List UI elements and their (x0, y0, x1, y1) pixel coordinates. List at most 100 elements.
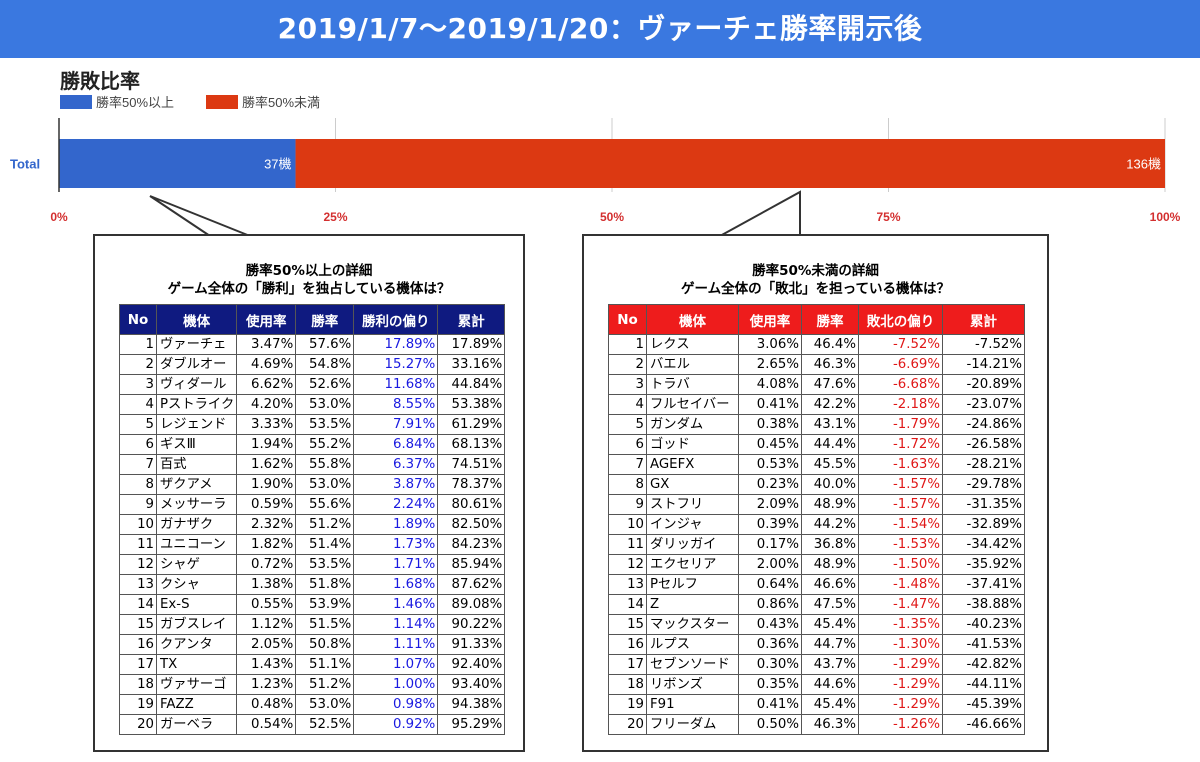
right-table-cell: -23.07% (942, 394, 1025, 415)
left-table-cell: 53.9% (295, 594, 355, 615)
right-table-cell: -1.57% (858, 474, 943, 495)
table-row: 7 百式 1.62% 55.8% 6.37% 74.51% (119, 454, 506, 475)
right-table-cell: 0.50% (738, 714, 802, 735)
table-row: 4 Pストライク 4.20% 53.0% 8.55% 53.38% (119, 394, 506, 415)
table-row: 16 クアンタ 2.05% 50.8% 1.11% 91.33% (119, 634, 506, 655)
left-table-cell: 80.61% (437, 494, 506, 515)
right-table-cell: -2.18% (858, 394, 943, 415)
right-table-cell: 44.7% (801, 634, 859, 655)
right-table-cell: 17 (608, 654, 647, 675)
right-table-cell: 11 (608, 534, 647, 555)
page-title: 2019/1/7～2019/1/20：ヴァーチェ勝率開示後 (0, 0, 1200, 58)
right-table-cell: 0.38% (738, 414, 802, 435)
left-table-cell: 57.6% (295, 334, 355, 355)
right-table-cell: Z (646, 594, 739, 615)
right-table-cell: 47.5% (801, 594, 859, 615)
right-table-cell: 0.17% (738, 534, 802, 555)
left-table-cell: 1.71% (353, 554, 439, 575)
legend-label-0: 勝率50%以上 (96, 95, 174, 110)
left-table-cell: ザクアメ (155, 474, 238, 495)
left-table-header-cell: No (119, 304, 157, 335)
right-table-cell: 0.53% (738, 454, 802, 475)
table-row: 11 ユニコーン 1.82% 51.4% 1.73% 84.23% (119, 534, 506, 555)
table-row: 1 ヴァーチェ 3.47% 57.6% 17.89% 17.89% (119, 334, 506, 355)
bar-label-0: 37機 (264, 157, 291, 172)
right-table-cell: Pセルフ (646, 574, 739, 595)
table-row: 20 ガーベラ 0.54% 52.5% 0.92% 95.29% (119, 714, 506, 735)
right-table-header-cell: 敗北の偏り (858, 304, 943, 335)
left-table-cell: 1.43% (236, 654, 297, 675)
left-table-cell: 51.2% (295, 674, 355, 695)
table-row: 17 TX 1.43% 51.1% 1.07% 92.40% (119, 654, 506, 675)
left-table-cell: ダブルオー (155, 354, 238, 375)
right-table-cell: 0.64% (738, 574, 802, 595)
right-table-cell: -45.39% (942, 694, 1025, 715)
table-row: 9 メッサーラ 0.59% 55.6% 2.24% 80.61% (119, 494, 506, 515)
table-row: 14 Ex-S 0.55% 53.9% 1.46% 89.08% (119, 594, 506, 615)
left-table-cell: 1.14% (353, 614, 439, 635)
left-table-cell: 50.8% (295, 634, 355, 655)
left-table-cell: ガブスレイ (155, 614, 238, 635)
left-table-cell: Ex-S (155, 594, 238, 615)
table-row: 8 ザクアメ 1.90% 53.0% 3.87% 78.37% (119, 474, 506, 495)
right-table-cell: 10 (608, 514, 647, 535)
table-row: 5 ガンダム 0.38% 43.1% -1.79% -24.86% (608, 414, 1025, 435)
right-table-cell: -7.52% (942, 334, 1025, 355)
table-row: 18 ヴァサーゴ 1.23% 51.2% 1.00% 93.40% (119, 674, 506, 695)
left-table-cell: シャゲ (155, 554, 238, 575)
table-row: 2 ダブルオー 4.69% 54.8% 15.27% 33.16% (119, 354, 506, 375)
table-row: 18 リボンズ 0.35% 44.6% -1.29% -44.11% (608, 674, 1025, 695)
left-table-cell: 82.50% (437, 514, 506, 535)
right-panel-title: 勝率50%未満の詳細 (752, 263, 879, 279)
right-table-cell: -26.58% (942, 434, 1025, 455)
table-row: 17 セブンソード 0.30% 43.7% -1.29% -42.82% (608, 654, 1025, 675)
left-table-cell: 51.2% (295, 514, 355, 535)
tick-label-2: 50% (600, 210, 624, 224)
left-table-cell: 0.55% (236, 594, 297, 615)
right-table-cell: ストフリ (646, 494, 739, 515)
left-table-cell: 55.8% (295, 454, 355, 475)
table-row: 10 インジャ 0.39% 44.2% -1.54% -32.89% (608, 514, 1025, 535)
right-table-cell: -1.50% (858, 554, 943, 575)
left-table-cell: 1.12% (236, 614, 297, 635)
left-table-cell: 3.33% (236, 414, 297, 435)
left-table-cell: 1.82% (236, 534, 297, 555)
table-row: 4 フルセイバー 0.41% 42.2% -2.18% -23.07% (608, 394, 1025, 415)
left-table-cell: 78.37% (437, 474, 506, 495)
left-table-cell: 1.68% (353, 574, 439, 595)
left-table-cell: 87.62% (437, 574, 506, 595)
table-row: 9 ストフリ 2.09% 48.9% -1.57% -31.35% (608, 494, 1025, 515)
table-row: 8 GX 0.23% 40.0% -1.57% -29.78% (608, 474, 1025, 495)
table-row: 14 Z 0.86% 47.5% -1.47% -38.88% (608, 594, 1025, 615)
right-table-cell: エクセリア (646, 554, 739, 575)
table-row: 2 バエル 2.65% 46.3% -6.69% -14.21% (608, 354, 1025, 375)
right-table-cell: 46.6% (801, 574, 859, 595)
left-table-cell: 9 (119, 494, 157, 515)
right-table-cell: ルプス (646, 634, 739, 655)
left-table-cell: 3.87% (353, 474, 439, 495)
left-table-cell: ギスⅢ (155, 434, 238, 455)
right-table-cell: マックスター (646, 614, 739, 635)
left-table-cell: 11 (119, 534, 157, 555)
left-table-cell: 51.4% (295, 534, 355, 555)
right-table-cell: 46.3% (801, 354, 859, 375)
right-table-cell: 3 (608, 374, 647, 395)
left-table-cell: ガーベラ (155, 714, 238, 735)
tick-label-0: 0% (50, 210, 68, 224)
right-table-cell: リボンズ (646, 674, 739, 695)
left-table-cell: 1.46% (353, 594, 439, 615)
left-table-cell: 1.07% (353, 654, 439, 675)
left-table-cell: 85.94% (437, 554, 506, 575)
right-table-cell: -31.35% (942, 494, 1025, 515)
left-table-cell: 18 (119, 674, 157, 695)
table-row: 19 F91 0.41% 45.4% -1.29% -45.39% (608, 694, 1025, 715)
left-table-cell: メッサーラ (155, 494, 238, 515)
left-table-cell: 44.84% (437, 374, 506, 395)
legend-swatch-1 (206, 95, 238, 109)
right-table-header-cell: 勝率 (801, 304, 859, 335)
right-table-header-cell: 使用率 (738, 304, 802, 335)
right-table-cell: 1 (608, 334, 647, 355)
left-table-cell: 51.8% (295, 574, 355, 595)
left-table-cell: 4 (119, 394, 157, 415)
